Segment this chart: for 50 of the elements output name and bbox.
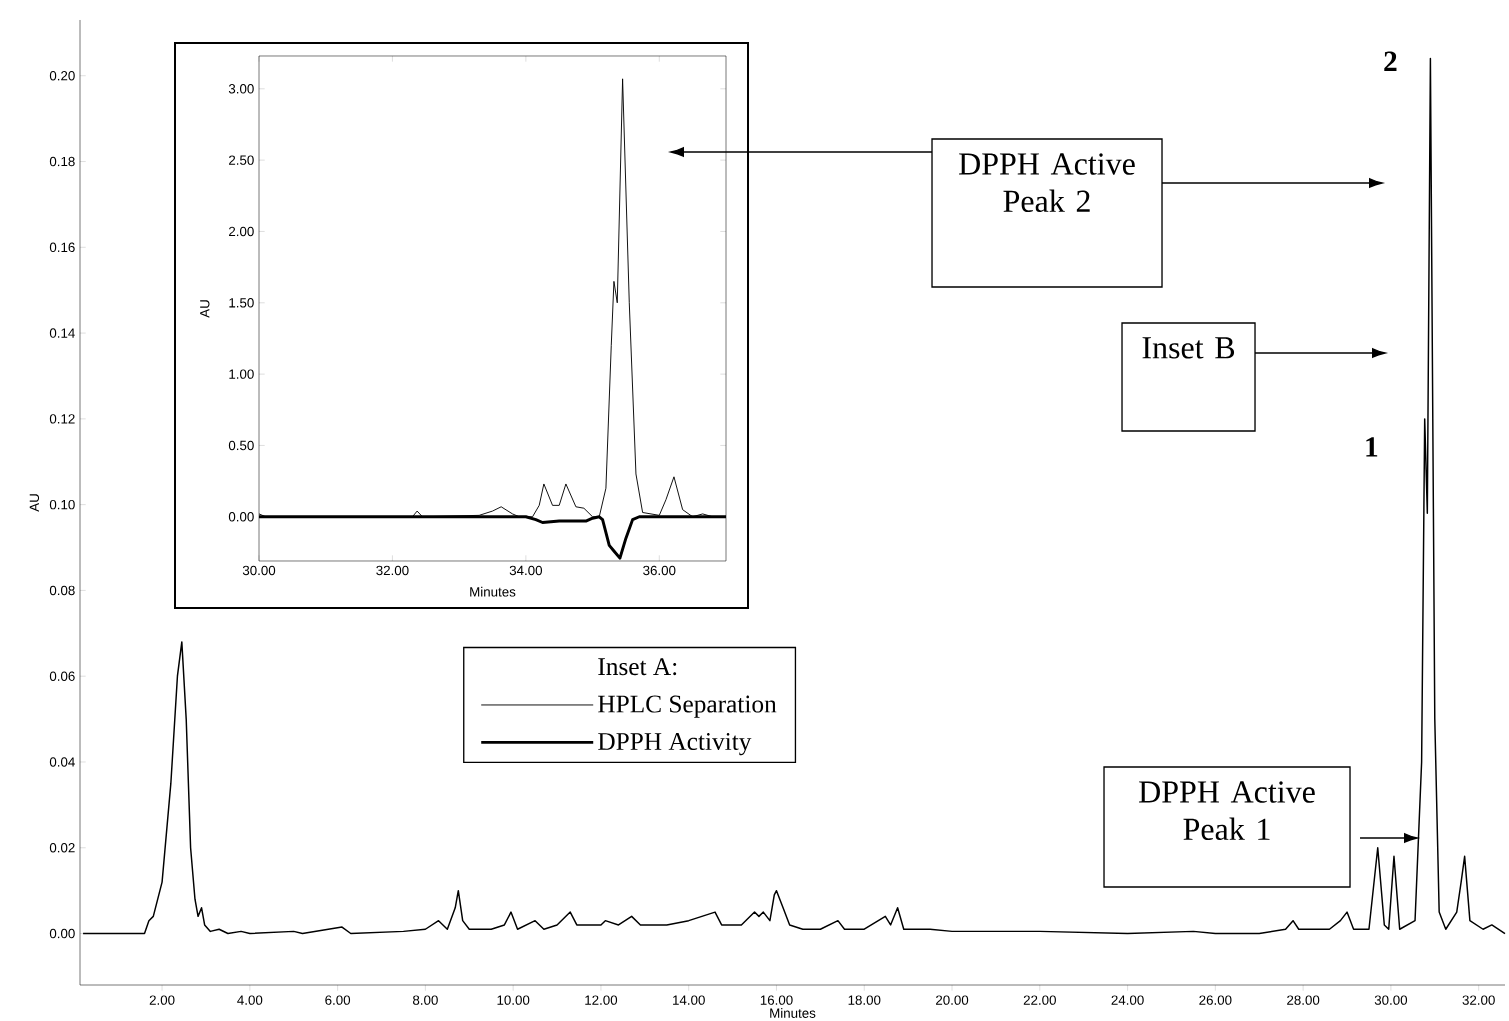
- x-axis-title: Minutes: [770, 1008, 816, 1018]
- y-axis-title: AU: [200, 300, 210, 318]
- annotation: 2: [1384, 51, 1397, 71]
- annotation: Inset B: [1142, 337, 1235, 359]
- x-tick-label: 32.00: [1462, 995, 1495, 1005]
- y-tick-label: 0.20: [49, 71, 75, 81]
- y-tick-label: 0.12: [49, 414, 75, 424]
- y-tick-label: 1.00: [229, 369, 254, 379]
- annotation: DPPH Active Peak 1: [1139, 781, 1315, 841]
- x-tick-label: 32.00: [376, 565, 409, 576]
- x-tick-label: 36.00: [643, 565, 676, 576]
- x-axis-title: Minutes: [470, 586, 516, 597]
- y-tick-label: 0.08: [49, 585, 75, 596]
- x-tick-label: 28.00: [1287, 995, 1320, 1005]
- x-tick-label: 30.00: [242, 565, 276, 576]
- y-tick-label: 1.50: [229, 298, 254, 308]
- x-tick-label: 8.00: [413, 995, 438, 1005]
- y-tick-label: 2.50: [229, 155, 254, 165]
- x-tick-label: 26.00: [1199, 995, 1232, 1005]
- y-tick-label: 3.00: [228, 84, 254, 94]
- y-tick-label: 0.50: [228, 440, 254, 451]
- x-tick-label: 6.00: [325, 995, 351, 1005]
- y-tick-label: 0.14: [49, 328, 75, 338]
- y-tick-label: 2.00: [229, 226, 254, 237]
- annotation: 1: [1366, 437, 1378, 457]
- x-tick-label: 24.00: [1111, 995, 1144, 1005]
- x-tick-label: 12.00: [585, 995, 618, 1005]
- y-tick-label: 0.02: [49, 843, 75, 853]
- legend-label: DPPH Activity: [598, 733, 752, 756]
- annotation: DPPH Active Peak 2: [959, 153, 1135, 213]
- x-tick-label: 22.00: [1023, 995, 1056, 1005]
- x-tick-label: 16.00: [760, 995, 793, 1005]
- y-tick-label: 0.06: [49, 671, 75, 681]
- y-tick-label: 0.10: [49, 499, 75, 510]
- y-tick-label: 0.00: [49, 928, 75, 939]
- y-tick-label: 0.16: [49, 242, 75, 253]
- x-tick-label: 30.00: [1374, 995, 1408, 1005]
- x-tick-label: 20.00: [936, 995, 969, 1005]
- x-tick-label: 2.00: [149, 995, 175, 1005]
- legend-title: Inset A:: [598, 658, 677, 676]
- y-tick-label: 0.04: [49, 757, 75, 767]
- x-tick-label: 18.00: [848, 995, 881, 1005]
- y-tick-label: 0.00: [228, 512, 254, 522]
- y-tick-label: 0.18: [49, 156, 75, 167]
- x-tick-label: 10.00: [497, 995, 530, 1005]
- legend-label: HPLC Separation: [598, 695, 777, 718]
- x-tick-label: 34.00: [509, 565, 543, 576]
- x-tick-label: 14.00: [673, 995, 705, 1005]
- x-tick-label: 4.00: [237, 995, 263, 1005]
- y-axis-title: AU: [29, 494, 40, 512]
